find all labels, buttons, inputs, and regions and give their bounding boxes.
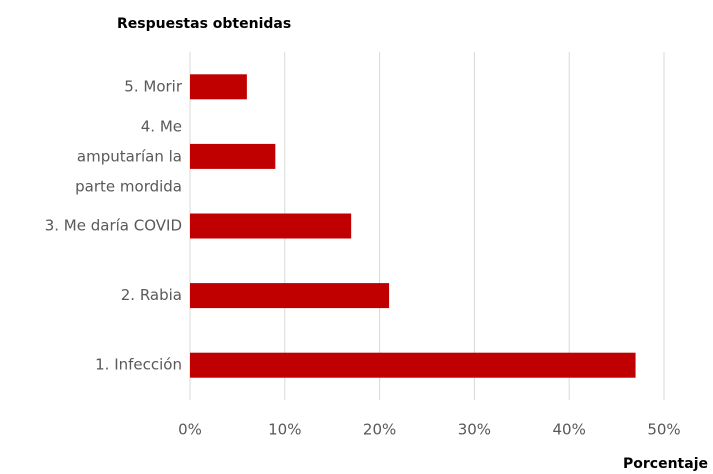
x-tick-label: 30% [458,421,491,439]
x-tick-label: 10% [268,421,301,439]
y-tick-label: 4. Me amputarían la parte mordida [75,117,182,195]
chart-title: Respuestas obtenidas [117,16,291,32]
x-tick-label: 0% [178,421,202,439]
x-axis-title: Porcentaje [623,456,708,472]
x-tick-label: 50% [647,421,680,439]
y-tick-label: 3. Me daría COVID [45,217,182,235]
y-tick-label: 1. Infección [95,356,182,374]
bar [190,352,636,378]
x-tick-label: 20% [363,421,396,439]
bar [190,213,352,239]
bar [190,143,276,169]
bar [190,283,390,309]
y-tick-label: 5. Morir [124,77,183,95]
x-tick-label: 40% [553,421,586,439]
y-tick-label: 2. Rabia [121,286,182,304]
bar [190,74,247,100]
